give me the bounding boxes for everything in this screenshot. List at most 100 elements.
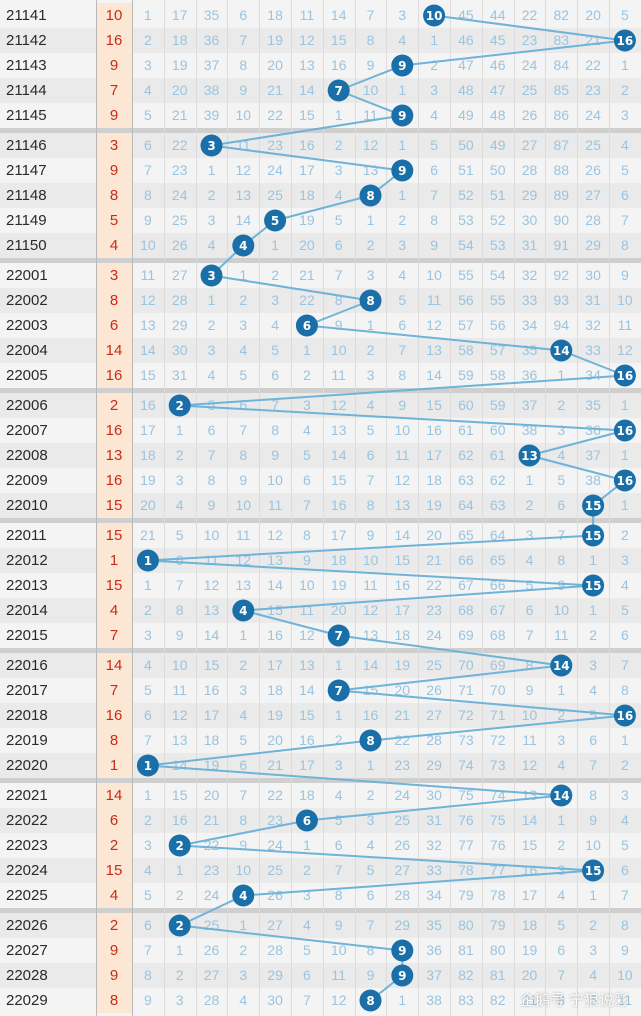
omission-cell: 21 <box>426 552 442 568</box>
trend-segment <box>243 609 339 637</box>
omission-cell: 4 <box>621 812 629 828</box>
trend-segment <box>179 894 244 927</box>
omission-cell: 7 <box>239 787 248 803</box>
omission-cell: 6 <box>621 627 629 643</box>
omission-cell: 11 <box>617 317 633 333</box>
omission-cell: 7 <box>175 577 184 593</box>
value-cell: 14 <box>96 338 132 363</box>
omission-cell: 5 <box>589 707 597 723</box>
omission-cell: 8 <box>621 237 629 253</box>
omission-cell: 51 <box>458 162 474 178</box>
omission-cell: 52 <box>458 187 474 203</box>
omission-cell: 9 <box>621 267 629 283</box>
omission-cell: 73 <box>489 757 506 773</box>
omission-cell: 30 <box>426 787 442 803</box>
omission-cell: 7 <box>303 992 311 1008</box>
omission-cell: 1 <box>175 422 184 438</box>
omission-cell: 19 <box>426 497 442 513</box>
value-ball <box>613 364 636 387</box>
omission-cell: 19 <box>299 212 315 228</box>
value-ball <box>582 494 605 517</box>
group-separator <box>0 258 641 263</box>
omission-cell: 12 <box>203 577 220 593</box>
omission-cell: 15 <box>330 32 347 48</box>
omission-cell: 7 <box>207 447 216 463</box>
table-row: 22003 6 13 29 2 3 4 9 1 6 12 57 56 34 94 32 11 <box>0 313 641 338</box>
omission-cell: 13 <box>203 602 220 618</box>
issue-number: 21150 <box>6 237 47 254</box>
omission-cell: 22 <box>299 292 315 308</box>
value-ball <box>582 524 605 547</box>
group-separator <box>0 908 641 913</box>
omission-cell: 59 <box>489 397 506 413</box>
omission-cell: 5 <box>271 342 279 358</box>
omission-cell: 26 <box>521 107 538 123</box>
value-ball-label: 9 <box>398 944 406 958</box>
issue-number: 22028 <box>6 967 48 984</box>
omission-cell: 3 <box>525 527 534 543</box>
omission-cell: 72 <box>458 707 474 723</box>
issue-number: 22001 <box>6 267 48 284</box>
omission-cell: 1 <box>589 602 597 618</box>
omission-cell: 5 <box>334 812 343 828</box>
omission-cell: 6 <box>621 187 629 203</box>
omission-cell: 8 <box>621 682 629 698</box>
value-cell: 15 <box>96 523 132 548</box>
omission-cell: 19 <box>330 577 347 593</box>
omission-cell: 5 <box>175 527 184 543</box>
value-cell: 1 <box>96 753 132 778</box>
value-ball-label: 6 <box>303 319 311 333</box>
trend-segment <box>338 89 403 117</box>
omission-cell: 33 <box>521 292 538 308</box>
omission-cell: 12 <box>267 527 283 543</box>
value-ball <box>391 964 414 987</box>
omission-cell: 68 <box>489 627 506 643</box>
omission-cell: 23 <box>521 32 538 48</box>
omission-cell: 7 <box>239 422 248 438</box>
value-cell: 16 <box>96 703 132 728</box>
omission-cell: 60 <box>458 397 474 413</box>
omission-cell: 2 <box>303 862 311 878</box>
omission-cell: 5 <box>621 162 629 178</box>
omission-cell: 4 <box>303 917 311 933</box>
omission-cell: 1 <box>175 862 184 878</box>
omission-cell: 3 <box>366 367 375 383</box>
omission-cell: 8 <box>239 812 248 828</box>
omission-cell: 4 <box>589 682 597 698</box>
issue-number: 21149 <box>6 212 47 229</box>
omission-cell: 12 <box>171 707 188 723</box>
omission-cell: 65 <box>489 552 506 568</box>
value-ball-label: 8 <box>366 734 374 748</box>
omission-cell: 3 <box>398 237 407 253</box>
omission-cell: 58 <box>458 342 474 358</box>
omission-cell: 34 <box>521 317 538 333</box>
omission-cell: 26 <box>585 162 601 178</box>
omission-cell: 13 <box>394 497 411 513</box>
omission-cell: 1 <box>175 942 184 958</box>
omission-cell: 5 <box>398 292 407 308</box>
omission-cell: 3 <box>175 992 184 1008</box>
omission-cell: 1 <box>366 212 375 228</box>
omission-cell: 9 <box>303 552 311 568</box>
omission-cell: 6 <box>239 757 248 773</box>
omission-cell: 6 <box>366 887 375 903</box>
column-divider <box>609 0 610 1016</box>
omission-cell: 48 <box>458 82 474 98</box>
group-separator <box>0 128 641 133</box>
omission-cell: 28 <box>267 942 283 958</box>
omission-cell: 61 <box>458 422 474 438</box>
trend-segment <box>211 144 403 172</box>
omission-cell: 29 <box>171 317 188 333</box>
omission-cell: 8 <box>621 917 629 933</box>
omission-cell: 1 <box>144 787 152 803</box>
value-cell: 2 <box>96 833 132 858</box>
omission-cell: 32 <box>426 837 442 853</box>
omission-cell: 24 <box>267 837 283 853</box>
omission-cell: 9 <box>144 212 152 228</box>
omission-cell: 8 <box>207 472 216 488</box>
omission-cell: 82 <box>489 992 506 1008</box>
omission-cell: 25 <box>521 82 538 98</box>
omission-cell: 7 <box>144 732 152 748</box>
omission-cell: 21 <box>521 992 538 1008</box>
omission-cell: 49 <box>458 107 474 123</box>
